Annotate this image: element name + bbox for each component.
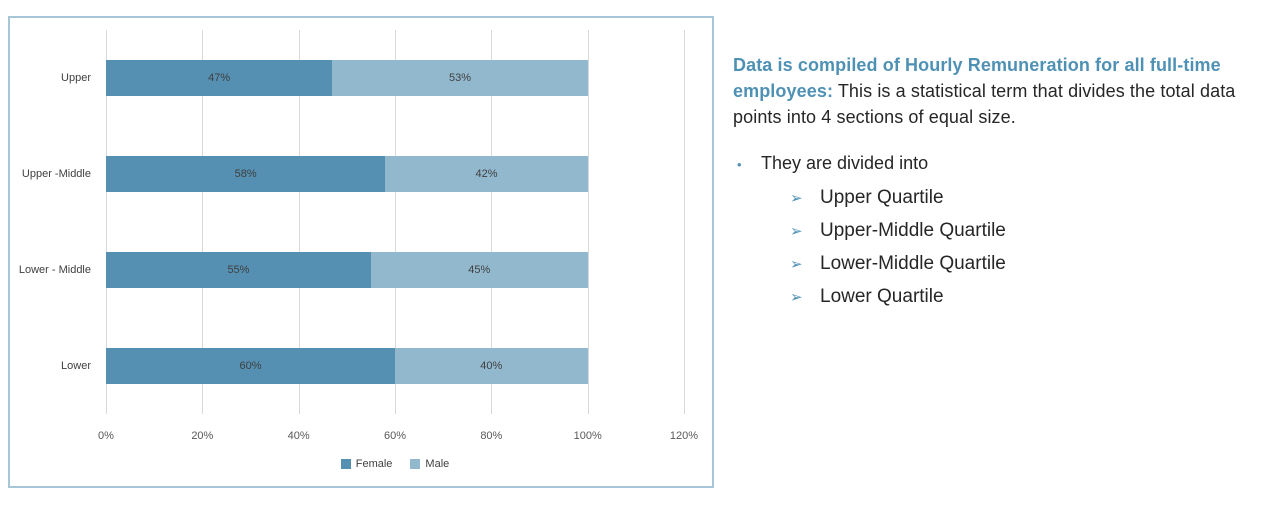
data-label: 42%	[475, 168, 498, 180]
quartile-list-item: ➢ Upper Quartile	[733, 182, 1248, 215]
chart-bars: 47% 53% 58% 42% 55% 45% 60% 40%	[106, 30, 684, 414]
bar-segment-female: 47%	[106, 60, 333, 96]
arrow-bullet-icon: ➢	[790, 190, 803, 207]
x-tick-label: 0%	[98, 430, 114, 442]
legend-label: Female	[355, 458, 393, 470]
quartile-gender-chart-card: 47% 53% 58% 42% 55% 45% 60% 40% Upper Upper -Mid…	[8, 16, 714, 488]
arrow-bullet-icon: ➢	[790, 223, 803, 240]
data-label: 58%	[234, 168, 257, 180]
gridline	[587, 30, 589, 414]
quartile-list-item: ➢ Upper-Middle Quartile	[733, 215, 1248, 248]
arrow-bullet-icon: ➢	[790, 289, 803, 306]
stacked-bar: 55% 45%	[106, 252, 588, 288]
bar-segment-male: 42%	[385, 156, 588, 192]
quartile-label: Upper Quartile	[820, 187, 944, 208]
bar-segment-female: 55%	[106, 252, 371, 288]
bar-row: 55% 45%	[106, 222, 684, 318]
bar-segment-female: 58%	[106, 156, 386, 192]
lead-heading: Data is compiled of Hourly Remuneration …	[733, 55, 1221, 101]
legend-item-female: Female	[340, 458, 393, 470]
stacked-bar: 47% 53%	[106, 60, 588, 96]
quartile-list-item: ➢ Lower Quartile	[733, 281, 1248, 314]
quartile-label: Lower Quartile	[820, 286, 944, 307]
chart-x-axis: 0% 20% 40% 60% 80% 100% 120%	[98, 430, 698, 446]
bar-segment-male: 53%	[332, 60, 588, 96]
bullet-item: • They are divided into	[733, 150, 1248, 178]
legend-swatch-icon	[340, 459, 351, 469]
category-label: Lower - Middle	[18, 264, 91, 276]
category-label: Upper -Middle	[21, 168, 91, 180]
gridline	[298, 30, 300, 414]
category-label: Upper	[61, 72, 91, 84]
x-tick-label: 80%	[480, 430, 503, 442]
chart-legend: Female Male	[106, 458, 684, 470]
chart-category-axis: Upper Upper -Middle Lower - Middle Lower	[10, 30, 98, 414]
data-label: 60%	[239, 360, 262, 372]
lead-paragraph: Data is compiled of Hourly Remuneration …	[733, 52, 1248, 130]
x-tick-label: 20%	[191, 430, 214, 442]
x-tick-label: 100%	[573, 430, 602, 442]
info-panel: Data is compiled of Hourly Remuneration …	[733, 52, 1248, 314]
bar-row: 58% 42%	[106, 126, 684, 222]
x-tick-label: 120%	[669, 430, 699, 442]
quartile-list-item: ➢ Lower-Middle Quartile	[733, 248, 1248, 281]
bar-segment-male: 40%	[394, 348, 588, 384]
quartile-label: Upper-Middle Quartile	[820, 220, 1006, 241]
data-label: 47%	[208, 72, 231, 84]
x-tick-label: 60%	[383, 430, 407, 442]
bar-segment-female: 60%	[106, 348, 395, 384]
lead-body: This is a statistical term that divides …	[733, 81, 1236, 127]
bar-row: 47% 53%	[106, 30, 684, 126]
quartile-label: Lower-Middle Quartile	[820, 253, 1006, 274]
gridline	[684, 30, 685, 414]
category-label: Lower	[61, 360, 91, 372]
legend-label: Male	[425, 458, 450, 470]
stacked-bar: 60% 40%	[106, 348, 588, 384]
data-label: 55%	[227, 264, 250, 276]
arrow-bullet-icon: ➢	[790, 256, 803, 273]
stacked-bar: 58% 42%	[106, 156, 588, 192]
data-label: 45%	[468, 264, 491, 276]
bullet-dot-icon: •	[737, 157, 742, 172]
gridline	[202, 30, 204, 414]
data-label: 40%	[480, 360, 503, 372]
chart-plot-area: 47% 53% 58% 42% 55% 45% 60% 40%	[106, 30, 685, 414]
gridline	[395, 30, 396, 414]
bar-segment-male: 45%	[370, 252, 588, 288]
gridline	[491, 30, 493, 414]
legend-item-male: Male	[410, 458, 449, 470]
chart-gridlines	[106, 30, 685, 414]
bar-row: 60% 40%	[106, 318, 684, 414]
bullet-text: They are divided into	[761, 153, 929, 173]
data-label: 53%	[448, 72, 472, 84]
quartile-list: ➢ Upper Quartile ➢ Upper-Middle Quartile ➢ Lo…	[733, 182, 1248, 314]
legend-swatch-icon	[410, 459, 421, 469]
gridline	[106, 30, 107, 414]
x-tick-label: 40%	[287, 430, 310, 442]
